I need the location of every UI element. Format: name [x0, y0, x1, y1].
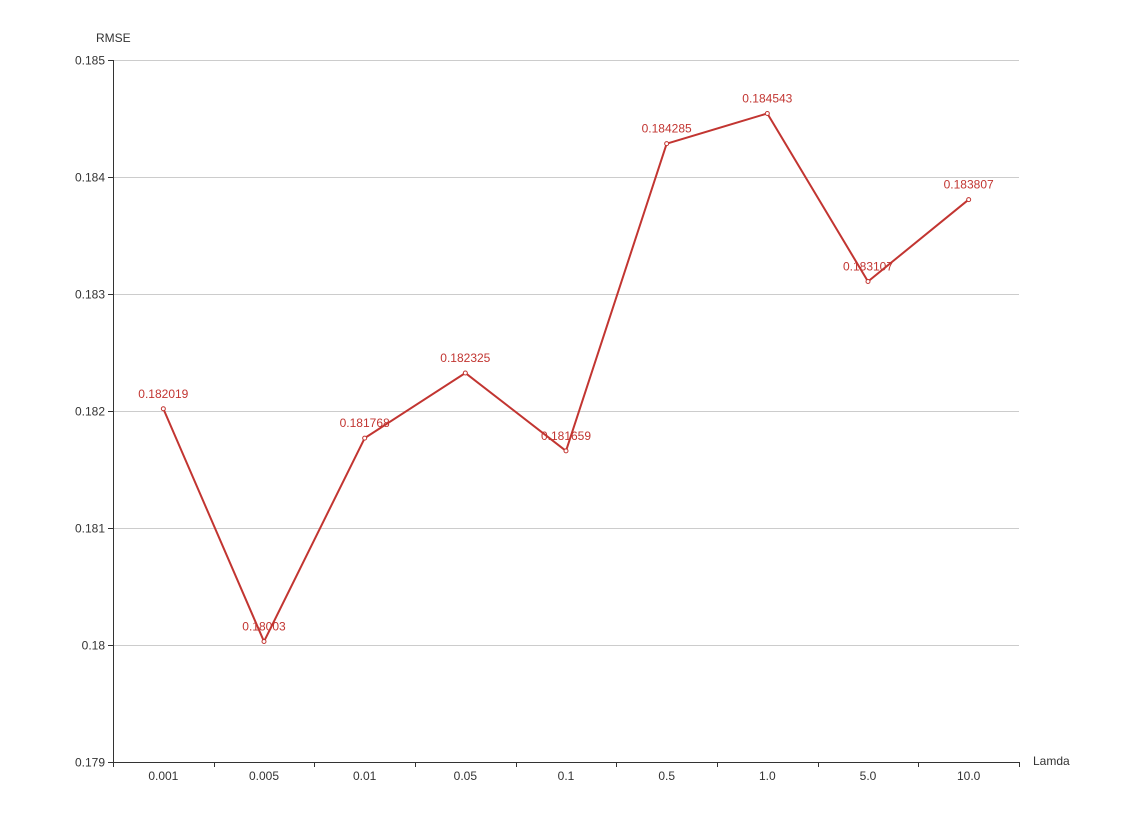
x-tick-label: 0.05 [454, 769, 478, 783]
x-tick-label: 0.005 [249, 769, 279, 783]
data-label: 0.181659 [541, 429, 591, 443]
grid-lines [113, 60, 1019, 646]
data-point[interactable] [462, 370, 468, 376]
series-line [162, 112, 970, 643]
data-label: 0.183807 [944, 178, 994, 192]
y-tick-label: 0.184 [75, 171, 105, 185]
data-point[interactable] [664, 141, 670, 147]
x-tick-label: 0.001 [148, 769, 178, 783]
y-axis-title: RMSE [96, 31, 131, 45]
x-tick-label: 10.0 [957, 769, 981, 783]
data-point[interactable] [160, 406, 166, 412]
y-tick-label: 0.18 [82, 639, 106, 653]
data-point[interactable] [865, 278, 871, 284]
x-axis-title: Lamda [1033, 754, 1070, 768]
y-tick-label: 0.185 [75, 54, 105, 68]
y-tick-label: 0.182 [75, 405, 105, 419]
data-point[interactable] [261, 638, 267, 644]
data-label: 0.182019 [138, 387, 188, 401]
data-point[interactable] [362, 435, 368, 441]
data-label: 0.182325 [440, 351, 490, 365]
series-layer: 0.182019 0.18003 0.181768 0.182325 0.181659 0… [138, 91, 994, 644]
y-tick-label: 0.183 [75, 288, 105, 302]
data-label: 0.184285 [642, 122, 692, 136]
axes: 0.179 0.18 0.181 0.182 0.183 0.184 0.185 0.001 0… [75, 54, 1020, 783]
data-point[interactable] [764, 110, 770, 116]
x-tick-label: 1.0 [759, 769, 776, 783]
x-tick-label: 5.0 [860, 769, 877, 783]
data-point[interactable] [966, 197, 972, 203]
data-point[interactable] [563, 448, 569, 454]
x-tick-label: 0.1 [558, 769, 575, 783]
x-tick-label: 0.5 [658, 769, 675, 783]
data-label: 0.18003 [242, 619, 286, 633]
y-tick-label: 0.181 [75, 522, 105, 536]
y-tick-label: 0.179 [75, 756, 105, 770]
x-tick-label: 0.01 [353, 769, 377, 783]
data-label: 0.183107 [843, 259, 893, 273]
data-label: 0.184543 [742, 91, 792, 105]
data-label: 0.181768 [340, 416, 390, 430]
